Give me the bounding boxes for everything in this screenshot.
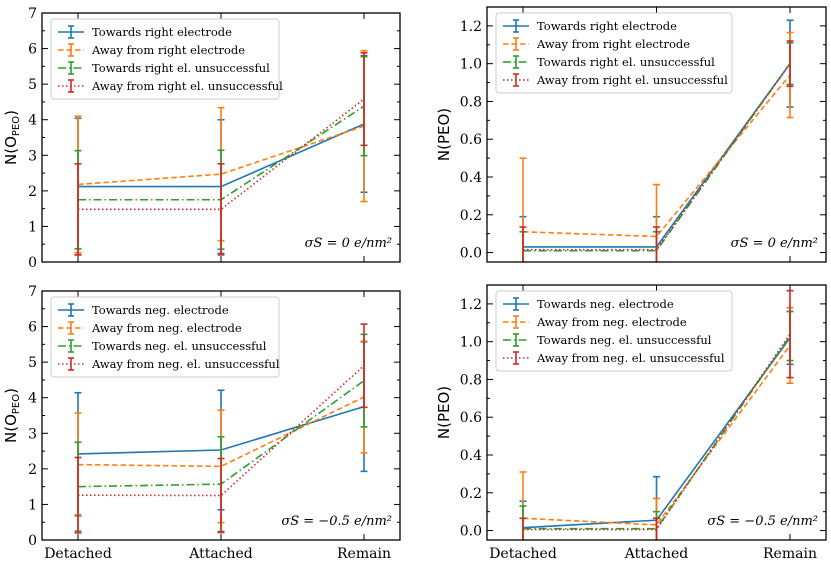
legend-label: Away from right electrode [536,37,690,51]
legend-box [50,18,280,100]
y-axis-label-subscript: PEO [11,116,22,136]
y-tick-label: 4 [28,391,37,407]
legend-label: Away from right electrode [91,43,245,57]
y-axis-label-main: N(PEO) [435,386,453,439]
axes-frame [486,284,827,541]
y-tick-label: 0.8 [460,372,482,388]
y-tick-label: 3 [28,148,37,164]
y-tick-label: 0.6 [460,132,482,148]
chart-panel-top-right: 0.0 0.2 0.4 0.6 0.8 1.0 1.2 N(PEO) Towards right… [435,6,827,263]
y-tick-label: 6 [28,42,37,58]
x-tick-label: Attached [624,546,689,562]
x-tick-label: Remain [763,546,817,562]
legend-label: Towards right el. unsuccessful [537,55,715,69]
y-tick-label: 1 [28,219,37,235]
y-tick-label: 0 [28,533,37,549]
y-tick-label: 3 [28,426,37,442]
y-tick-label: 7 [28,6,37,22]
y-tick-label: 0 [28,255,37,271]
x-tick-label: Remain [337,546,391,562]
axes-frame [41,290,401,541]
legend-label: Towards right el. unsuccessful [92,61,270,75]
plot-area [519,19,794,262]
y-tick-label: 1.2 [460,19,482,35]
plot-area [519,289,794,540]
legend-box [495,12,733,94]
y-tick-label: 0.4 [460,448,482,464]
series-line [523,63,791,252]
y-axis-label-subscript: PEO [11,394,22,414]
legend-label: Away from right el. unsuccessful [536,73,728,87]
y-tick-label: 2 [28,184,37,200]
y-tick-label: 5 [28,355,37,371]
x-tick-label: Detached [489,546,557,562]
legend-label: Towards neg. el. unsuccessful [537,333,712,347]
plot-area [74,49,368,256]
y-axis-label-main: N(PEO) [435,108,453,161]
y-tick-label: 1.0 [460,57,482,73]
y-axis-label: N(OPEO) [2,388,22,443]
y-axis-label-main: N(O [2,414,20,443]
y-tick-label: 5 [28,77,37,93]
chart-panel-top-left: 0 1 2 3 4 5 6 7 N(OPEO) Towards right electrode Aw… [2,6,401,271]
y-tick-label: 0.0 [460,246,482,262]
legend-label: Towards right electrode [537,19,677,33]
annotation-surface-charge: σS = −0.5 e/nm² [281,514,392,529]
legend-label: Towards neg. el. unsuccessful [92,339,267,353]
legend-label: Away from neg. el. unsuccessful [536,351,725,365]
y-tick-label: 2 [28,462,37,478]
chart-panel-bottom-left: 0 1 2 3 4 5 6 7 Detached Attached Remain N(OPEO) Tow… [2,284,401,562]
legend-label: Towards neg. electrode [92,303,229,317]
plot-area [74,323,368,534]
y-tick-label: 7 [28,284,37,300]
axes-frame [41,12,401,263]
legend-label: Away from neg. electrode [91,321,242,335]
annotation-surface-charge: σS = 0 e/nm² [731,236,818,251]
y-tick-label: 0.0 [460,524,482,540]
legend-label: Away from neg. electrode [536,315,687,329]
y-tick-label: 1.0 [460,335,482,351]
y-tick-label: 1.2 [460,297,482,313]
legend-label: Towards neg. electrode [537,297,674,311]
x-tick-label: Detached [44,546,112,562]
y-tick-label: 0.6 [460,410,482,426]
series-line [77,396,365,468]
legend-box [495,290,733,372]
legend-box [50,296,280,378]
annotation-surface-charge: σS = 0 e/nm² [305,236,392,251]
chart-panel-bottom-right: 0.0 0.2 0.4 0.6 0.8 1.0 1.2 Detached Attached Rem… [435,284,827,562]
y-axis-label-close: ) [2,110,20,116]
series-line [77,125,365,186]
legend-label: Away from neg. el. unsuccessful [91,357,280,371]
series-line [522,74,791,238]
y-tick-label: 0.8 [460,94,482,110]
y-axis-label: N(PEO) [435,386,453,439]
y-axis-label-close: ) [2,388,20,394]
legend-label: Away from right el. unsuccessful [91,79,283,93]
x-tick-label: Attached [188,546,253,562]
annotation-surface-charge: σS = −0.5 e/nm² [707,514,818,529]
series-line [522,344,791,526]
axes-frame [486,6,827,263]
y-tick-label: 0.4 [460,170,482,186]
y-axis-label: N(PEO) [435,108,453,161]
legend-label: Towards right electrode [92,25,232,39]
y-axis-label-main: N(O [2,136,20,165]
y-tick-label: 0.2 [460,486,482,502]
y-tick-label: 4 [28,113,37,129]
y-tick-label: 1 [28,497,37,513]
y-tick-label: 6 [28,320,37,336]
y-axis-label: N(OPEO) [2,110,22,165]
y-tick-label: 0.2 [460,208,482,224]
